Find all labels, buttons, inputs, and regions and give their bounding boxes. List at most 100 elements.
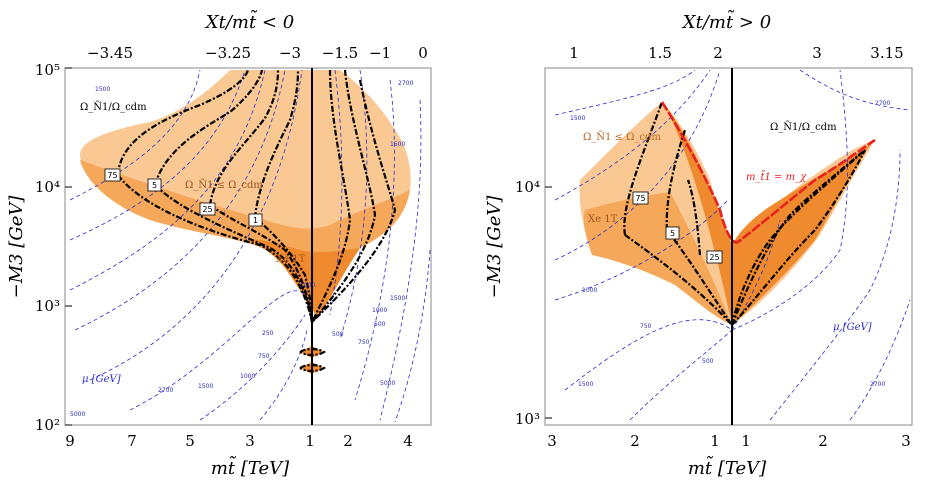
- left-x-bottom-tick: 1: [305, 432, 315, 450]
- left-mu-label: μ [GeV]: [82, 374, 121, 385]
- left-relic-contour: [153, 69, 264, 186]
- right-x-bottom-tick: 1: [710, 432, 720, 450]
- right-relic-ratio-label: Ω_Ñ1/Ω_cdm: [770, 121, 837, 133]
- right-xe-label: Xe 1T: [588, 214, 618, 225]
- left-plot: 75 5 25 1 Ω_Ñ1/Ω_cdm Ω_Ñ1 ≤ Ω_cdm Xe 1T …: [6, 10, 432, 479]
- right-x-bottom-tick: 2: [630, 432, 640, 450]
- right-mu-label-value: 2700: [870, 381, 885, 388]
- left-relic-contour: [311, 69, 377, 323]
- left-relic-contour: [209, 204, 314, 323]
- right-mu-contour: [731, 219, 781, 331]
- right-mu-contour: [554, 199, 729, 301]
- left-mu-contour-labels: 1500 2700 1500 1000 250 500 750 1000 150…: [70, 80, 413, 418]
- right-y-title: −M3 [GeV]: [484, 195, 505, 299]
- left-y-tick: 10⁴: [35, 178, 60, 196]
- right-x-top-tick: 1.5: [648, 44, 672, 62]
- left-regions: [80, 70, 411, 374]
- right-mu-contour-labels: 1500 2700 1000 750 500 1500 2700: [570, 100, 890, 388]
- left-x-bottom-tick: 9: [65, 432, 75, 450]
- left-box-label: 75: [107, 171, 117, 180]
- left-mu-label-value: 5000: [70, 411, 85, 418]
- left-mu-label-value: 750: [358, 339, 370, 346]
- left-mu-label-value: 1000: [300, 282, 315, 289]
- right-x-bottom-tick: 3: [901, 432, 911, 450]
- right-relic-contour: [624, 234, 733, 326]
- left-x-bottom-tick: 4: [403, 432, 413, 450]
- left-relic-contour: [311, 69, 352, 323]
- right-x-top-tick: 3.15: [870, 44, 903, 62]
- left-relic-contour: [117, 174, 314, 323]
- right-x-bottom-tick: 3: [547, 432, 557, 450]
- left-mu-label-value: 1000: [240, 373, 255, 380]
- right-red-mass-line: [660, 101, 876, 244]
- right-mass-line-label: m_t̃1 = m_χ: [746, 170, 807, 183]
- left-mu-contour: [394, 249, 431, 423]
- left-mu-label-value: 2700: [398, 80, 413, 87]
- right-relic-bound-label: Ω_Ñ1 ≤ Ω_cdm: [583, 131, 661, 143]
- left-x-top-tick: −3: [279, 44, 301, 62]
- right-relic-contour: [730, 149, 866, 326]
- left-mu-label-value: 500: [332, 331, 344, 338]
- left-y-tick: 10³: [35, 297, 60, 315]
- left-box-label: 1: [253, 216, 258, 225]
- left-box-label: 25: [202, 205, 212, 214]
- left-mu-label-value: 1000: [372, 307, 387, 314]
- right-mu-label-value: 2700: [875, 100, 890, 107]
- left-mu-label-value: 2700: [158, 387, 173, 394]
- left-mu-label-value: 5000: [380, 380, 395, 387]
- right-top-title: Xt/mt̃ > 0: [681, 10, 771, 33]
- right-x-top-tick: 2: [713, 44, 723, 62]
- right-boxed-labels: 75 5 25: [632, 191, 723, 264]
- right-y-tick: 10³: [515, 410, 540, 428]
- right-y-tick: 10⁴: [515, 178, 540, 196]
- right-relic-contour: [666, 229, 733, 326]
- right-mu-label: μ [GeV]: [833, 322, 872, 333]
- right-mu-contour: [849, 299, 911, 421]
- right-x-title: mt̃ [TeV]: [688, 456, 767, 479]
- left-xe-label: Xe 1T: [276, 254, 306, 265]
- left-x-top-tick: −3.25: [205, 44, 251, 62]
- left-mu-label-value: 250: [262, 330, 274, 337]
- left-mu-label-value: 500: [374, 321, 386, 328]
- right-mu-contour: [769, 149, 901, 421]
- right-box-label: 5: [670, 229, 675, 238]
- left-y-axis: [65, 67, 72, 426]
- left-relic-ratio-label: Ω_Ñ1/Ω_cdm: [80, 101, 147, 113]
- left-mu-label-value: 1500: [95, 86, 110, 93]
- left-x-top-tick: −1: [369, 44, 391, 62]
- left-x-bottom-tick: 5: [185, 432, 195, 450]
- left-x-bottom-tick: 3: [245, 432, 255, 450]
- right-mu-label-value: 1500: [570, 115, 585, 122]
- left-box-label: 5: [152, 181, 157, 190]
- left-mu-label-value: 1500: [198, 383, 213, 390]
- left-relic-contour: [208, 69, 280, 206]
- left-mu-contour: [129, 290, 309, 411]
- left-mu-contour: [69, 69, 201, 201]
- right-y-axis: [545, 186, 552, 419]
- left-relic-contour: [154, 184, 314, 323]
- left-x-bottom-tick: 2: [343, 432, 353, 450]
- right-relic-contour: [665, 129, 687, 231]
- right-mu-contour: [629, 329, 733, 421]
- left-relic-contour: [299, 347, 326, 357]
- left-relic-contours: [116, 69, 397, 373]
- right-mu-contour: [554, 69, 711, 201]
- right-x-top-tick: 1: [569, 44, 579, 62]
- right-panel: 75 5 25 Ω_Ñ1/Ω_cdm Ω_Ñ1 ≤ Ω_cdm m_t̃1 = …: [470, 0, 937, 489]
- left-mu-contour: [259, 329, 308, 421]
- right-mu-contour: [564, 319, 733, 391]
- right-relic-contours: [623, 101, 866, 326]
- right-mu-contour: [554, 69, 721, 261]
- left-x-top-tick: −1.5: [322, 44, 358, 62]
- right-x-bottom-tick: 2: [818, 432, 828, 450]
- right-plot: 75 5 25 Ω_Ñ1/Ω_cdm Ω_Ñ1 ≤ Ω_cdm m_t̃1 = …: [484, 10, 913, 479]
- left-mu-label-value: 750: [258, 353, 270, 360]
- left-mu-contour: [329, 69, 343, 316]
- right-mu-contour: [731, 69, 848, 331]
- left-mu-contour: [69, 69, 266, 291]
- left-y-title: −M3 [GeV]: [6, 195, 27, 299]
- left-x-bottom-tick: 7: [127, 432, 137, 450]
- left-mu-contour: [199, 314, 306, 421]
- left-y-tick: 10⁵: [35, 61, 60, 79]
- right-mu-contours: [554, 69, 911, 421]
